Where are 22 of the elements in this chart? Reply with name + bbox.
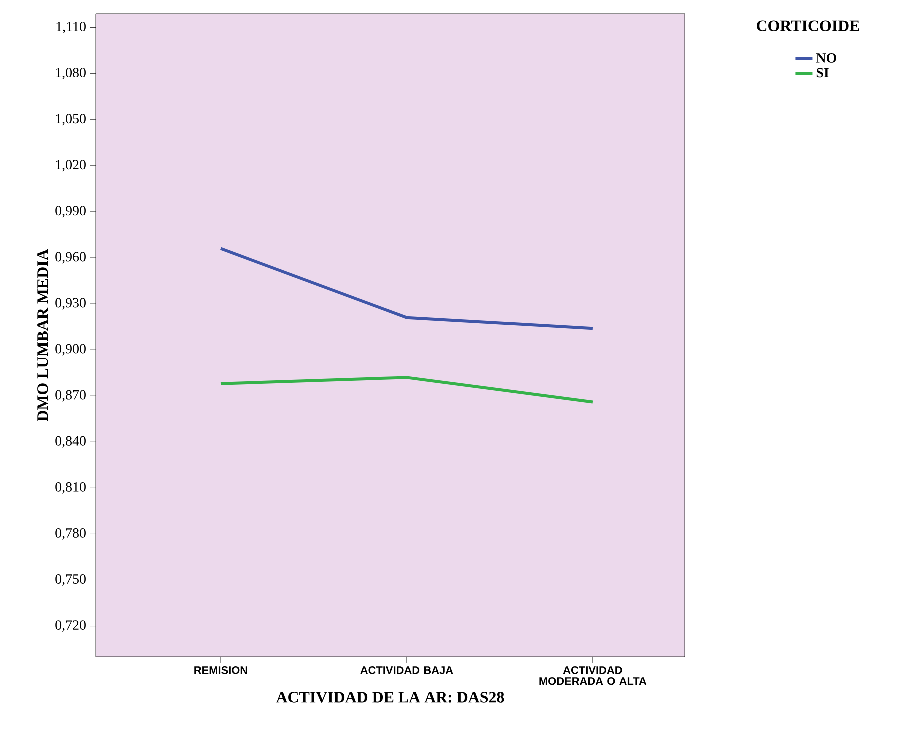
legend-label: SI — [816, 68, 829, 78]
x-tick-label: ACTIVIDAD BAJA — [360, 666, 454, 674]
legend-title: CORTICOIDE — [757, 20, 860, 32]
x-axis-title: ACTIVIDAD DE LA AR: DAS28 — [276, 692, 504, 703]
x-tick-label: REMISION — [194, 666, 248, 674]
y-tick-label: 0,750 — [56, 574, 86, 586]
y-tick-label: 0,840 — [56, 436, 86, 448]
y-axis-title: DMO LUMBAR MEDIA — [38, 249, 48, 422]
y-tick-label: 1,050 — [56, 114, 86, 126]
y-tick-label: 0,990 — [56, 206, 86, 218]
legend-label: NO — [816, 54, 836, 63]
y-tick-label: 0,900 — [56, 344, 86, 356]
y-tick-label: 0,870 — [56, 390, 86, 402]
x-tick-label: ACTIVIDAD MODERADA O ALTA — [540, 666, 647, 686]
y-tick-label: 1,020 — [56, 160, 86, 172]
y-tick-label: 1,080 — [56, 68, 86, 80]
y-tick-label: 0,720 — [56, 620, 86, 632]
y-tick-label: 0,780 — [56, 528, 86, 540]
y-tick-label: 1,110 — [56, 22, 86, 34]
y-tick-label: 0,810 — [56, 482, 86, 494]
y-tick-label: 0,930 — [56, 298, 86, 310]
y-tick-label: 0,960 — [56, 252, 86, 264]
